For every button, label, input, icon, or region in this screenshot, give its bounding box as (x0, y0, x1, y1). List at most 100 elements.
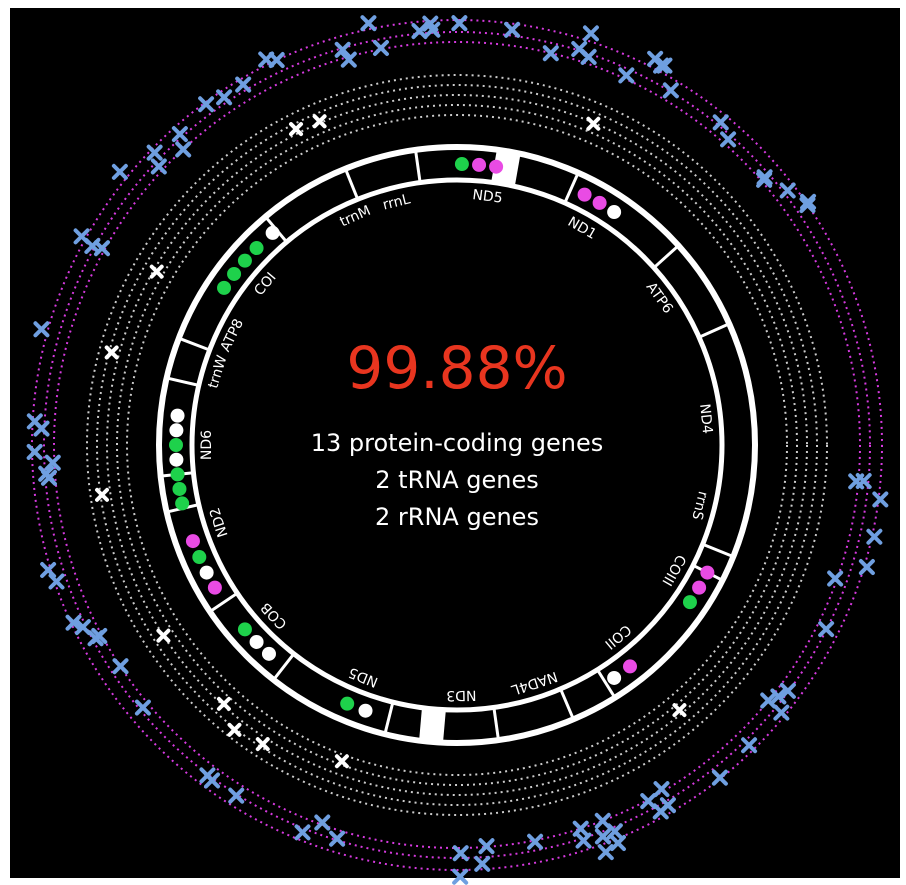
cross (74, 619, 91, 636)
cross (504, 21, 521, 38)
cross (26, 443, 43, 460)
marker-dot (185, 534, 200, 549)
cross (235, 76, 252, 93)
cross (38, 465, 55, 482)
cross (659, 797, 676, 814)
divider (166, 376, 200, 387)
cross (294, 824, 311, 841)
marker-dot (265, 225, 280, 240)
marker-dot (607, 670, 622, 685)
cross (87, 630, 104, 647)
cross (175, 141, 192, 158)
divider (596, 668, 617, 699)
cross (329, 830, 346, 847)
cross (289, 122, 304, 137)
cross (582, 25, 599, 42)
divider (272, 652, 296, 681)
marker-dot (249, 634, 264, 649)
cross (770, 688, 787, 705)
marker-dot (692, 580, 707, 595)
cross (653, 781, 670, 798)
cross (575, 832, 592, 849)
divider (178, 336, 211, 352)
cross (33, 420, 50, 437)
cross (33, 321, 50, 338)
cross (216, 696, 231, 711)
gene-label: ND6 (199, 430, 215, 460)
gene-label: rrnL (381, 191, 412, 213)
cross (134, 699, 151, 716)
marker-dot (623, 659, 638, 674)
cross (711, 769, 728, 786)
gene-label: rrnS (688, 490, 711, 522)
divider (414, 149, 422, 183)
cross (597, 844, 614, 861)
cross (640, 793, 657, 810)
cross (334, 754, 349, 769)
cross (542, 45, 559, 62)
cross (255, 737, 270, 752)
cross (672, 703, 687, 718)
gene-label: ND5 (472, 187, 504, 207)
cross (452, 868, 469, 885)
cross (720, 131, 737, 148)
marker-dot (217, 280, 232, 295)
cross (527, 833, 544, 850)
cross (848, 473, 865, 490)
marker-dot (237, 622, 252, 637)
cross (799, 197, 816, 214)
cross (452, 845, 469, 862)
gene-label: ND3 (446, 687, 476, 704)
cross (779, 682, 796, 699)
segments (160, 149, 734, 742)
cross (662, 82, 679, 99)
cross (198, 96, 215, 113)
cross (111, 163, 128, 180)
cross (204, 772, 221, 789)
cross (580, 48, 597, 65)
divider (563, 172, 580, 204)
marker-dot (170, 467, 185, 482)
marker-dot (169, 423, 184, 438)
cross (216, 89, 233, 106)
cross (618, 67, 635, 84)
cross (44, 454, 61, 471)
dotted-ring (116, 104, 798, 786)
dotted-ring (96, 84, 818, 806)
divider (492, 707, 500, 741)
marker-dot (169, 438, 183, 452)
marker-dot (592, 195, 607, 210)
marker-dot (192, 550, 207, 565)
cross (314, 814, 331, 831)
divider (343, 168, 360, 200)
marker-dot (454, 157, 469, 172)
cross (818, 621, 835, 638)
marker-dot (199, 565, 214, 580)
divider (209, 591, 239, 613)
cross (146, 144, 163, 161)
block (419, 707, 446, 742)
cross (149, 264, 164, 279)
cross (156, 628, 171, 643)
center-line: 2 tRNA genes (375, 466, 538, 494)
cross (150, 158, 167, 175)
marker-dot (340, 696, 355, 711)
cross (712, 114, 729, 131)
dotted-ring (126, 114, 788, 776)
cross (340, 51, 357, 68)
cross (606, 823, 623, 840)
dotted-ring (86, 74, 828, 816)
cross (858, 559, 875, 576)
marker-dot (700, 565, 715, 580)
outer-ring (156, 144, 758, 746)
cross (171, 126, 188, 143)
marker-dot (169, 452, 184, 467)
cross (84, 238, 101, 255)
marker-dot (358, 703, 373, 718)
block (491, 150, 521, 187)
marker-dot (227, 266, 242, 281)
center-line: 13 protein-coding genes (311, 429, 603, 457)
cross (65, 614, 82, 631)
inner-ring (189, 177, 725, 713)
